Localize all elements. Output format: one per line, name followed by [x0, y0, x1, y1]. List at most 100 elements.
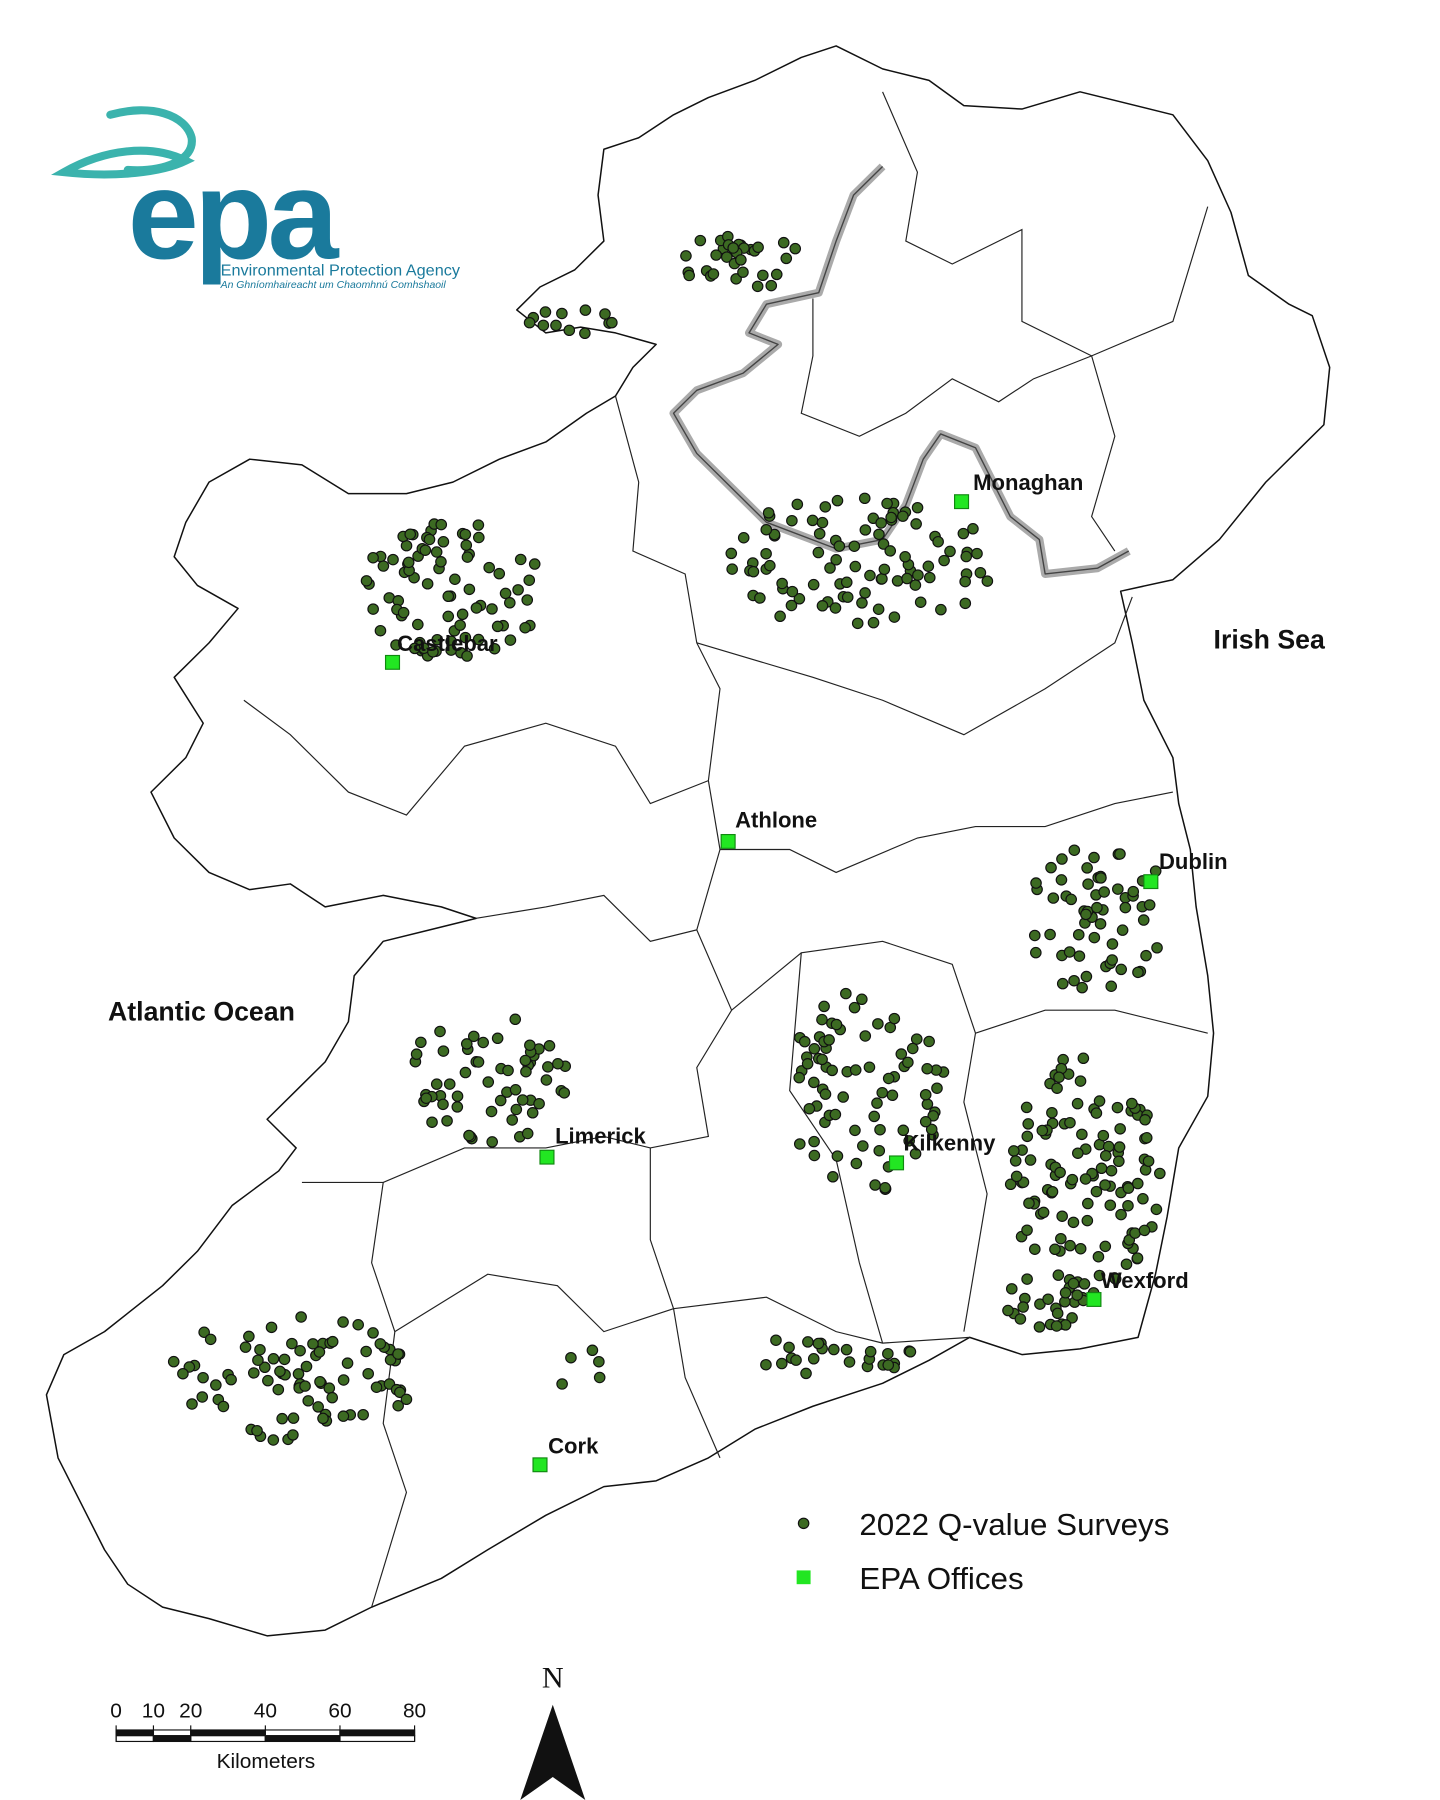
scale-segment — [339, 1729, 416, 1737]
survey-site — [510, 1103, 523, 1116]
legend: 2022 Q-value Surveys EPA Offices — [796, 1507, 1169, 1596]
legend-label: EPA Offices — [859, 1561, 1023, 1596]
survey-site — [186, 1398, 198, 1410]
survey-site — [204, 1333, 217, 1346]
survey-site — [1010, 1170, 1023, 1183]
survey-site — [404, 528, 417, 540]
office-marker — [720, 833, 736, 849]
survey-site — [262, 1374, 274, 1387]
survey-site — [762, 507, 775, 519]
survey-site — [451, 1090, 464, 1102]
survey-site — [210, 1379, 222, 1391]
coastline — [45, 45, 1331, 1637]
survey-site — [426, 1116, 438, 1128]
survey-site — [467, 1030, 480, 1043]
survey-site — [770, 268, 783, 281]
survey-site — [904, 1346, 917, 1358]
logo-swoosh — [51, 106, 196, 179]
survey-site — [1046, 1185, 1059, 1198]
county-line — [394, 1273, 674, 1333]
survey-site — [828, 1343, 840, 1356]
survey-site — [829, 602, 842, 614]
survey-site — [707, 268, 720, 280]
survey-site — [1106, 938, 1119, 950]
survey-site — [606, 316, 618, 329]
survey-site — [848, 540, 861, 552]
survey-site — [1142, 1155, 1155, 1167]
survey-site — [875, 517, 887, 529]
survey-site — [1076, 1128, 1088, 1141]
survey-site — [816, 1013, 828, 1026]
survey-site — [1080, 908, 1092, 921]
survey-site — [886, 1089, 899, 1101]
survey-site — [1092, 1250, 1105, 1263]
survey-site — [931, 1082, 943, 1094]
survey-site — [1132, 966, 1144, 979]
survey-site — [1055, 1232, 1067, 1245]
survey-site — [506, 1114, 519, 1126]
survey-site — [882, 1348, 894, 1360]
office-labels: Monaghan Castlebar Athlone Dublin Limeri… — [397, 470, 1227, 1458]
survey-site — [1023, 1197, 1035, 1209]
survey-site — [387, 553, 399, 566]
survey-site — [857, 1140, 869, 1152]
survey-site — [830, 1018, 843, 1031]
survey-site — [1055, 874, 1068, 886]
survey-site — [519, 1054, 532, 1067]
survey-site — [816, 1053, 828, 1066]
survey-site — [760, 1358, 772, 1371]
survey-site — [1140, 949, 1152, 962]
survey-site — [827, 1171, 839, 1183]
survey-site — [909, 1147, 922, 1160]
survey-site — [599, 308, 611, 320]
survey-site — [1004, 1178, 1017, 1190]
survey-site — [959, 575, 971, 588]
survey-site — [295, 1311, 307, 1323]
survey-site — [307, 1338, 319, 1350]
survey-site — [352, 1319, 364, 1331]
place-label: Dublin — [1159, 849, 1228, 874]
survey-site — [408, 642, 421, 655]
survey-site — [1071, 1097, 1084, 1110]
survey-site — [721, 251, 733, 263]
scale-bar: Kilometers 0 10 20 40 60 80 — [110, 1699, 426, 1772]
survey-site — [516, 1094, 529, 1106]
survey-site — [1064, 1116, 1076, 1129]
north-arrow: N — [520, 1662, 586, 1800]
survey-site — [760, 523, 773, 536]
survey-site — [593, 1371, 606, 1384]
survey-site — [850, 1157, 863, 1170]
survey-site — [680, 250, 692, 262]
survey-site — [793, 593, 806, 605]
survey-site — [454, 619, 466, 631]
survey-site — [800, 1367, 812, 1380]
survey-site — [1111, 1101, 1124, 1114]
survey-site — [1093, 1095, 1106, 1107]
border-core — [672, 165, 1130, 575]
survey-site — [558, 1087, 571, 1099]
place-label: Cork — [548, 1433, 599, 1458]
survey-site — [302, 1395, 315, 1407]
survey-site — [863, 1061, 876, 1073]
survey-site — [1113, 1141, 1126, 1153]
survey-site — [441, 1115, 453, 1127]
survey-site — [384, 1354, 397, 1366]
survey-site — [1095, 1162, 1108, 1175]
survey-site — [524, 1039, 536, 1051]
survey-site — [272, 1383, 285, 1396]
survey-site — [897, 510, 909, 522]
survey-site — [1074, 1075, 1087, 1087]
survey-site — [872, 1018, 884, 1030]
survey-site — [287, 1412, 300, 1424]
survey-site — [392, 1348, 404, 1360]
north-label: N — [542, 1662, 564, 1695]
survey-site — [849, 1064, 862, 1076]
survey-site — [286, 1337, 298, 1350]
survey-site — [868, 1110, 881, 1123]
survey-site — [737, 266, 749, 278]
survey-site — [443, 1078, 456, 1090]
survey-site — [1030, 877, 1042, 889]
survey-site — [856, 597, 868, 609]
survey-site — [1008, 1145, 1020, 1157]
survey-site — [1154, 1167, 1166, 1180]
